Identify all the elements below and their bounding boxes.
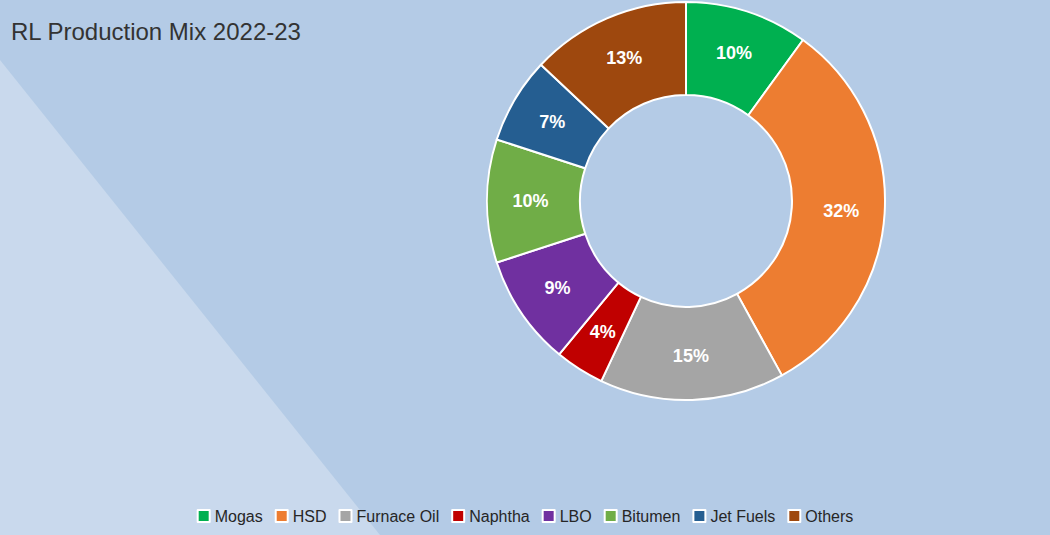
svg-text:Furnace Oil: Furnace Oil xyxy=(356,508,439,525)
svg-text:Bitumen: Bitumen xyxy=(622,508,681,525)
svg-text:Others: Others xyxy=(805,508,853,525)
svg-text:7%: 7% xyxy=(539,112,565,132)
svg-text:HSD: HSD xyxy=(293,508,327,525)
svg-text:10%: 10% xyxy=(716,43,752,63)
svg-text:4%: 4% xyxy=(590,322,616,342)
svg-text:LBO: LBO xyxy=(560,508,592,525)
svg-text:RL Production Mix 2022-23: RL Production Mix 2022-23 xyxy=(11,18,301,45)
svg-text:15%: 15% xyxy=(673,346,709,366)
svg-text:13%: 13% xyxy=(606,48,642,68)
svg-text:9%: 9% xyxy=(544,278,570,298)
svg-text:Jet Fuels: Jet Fuels xyxy=(710,508,775,525)
svg-text:Naphtha: Naphtha xyxy=(469,508,530,525)
svg-text:10%: 10% xyxy=(512,191,548,211)
svg-text:32%: 32% xyxy=(823,201,859,221)
svg-text:Mogas: Mogas xyxy=(215,508,263,525)
